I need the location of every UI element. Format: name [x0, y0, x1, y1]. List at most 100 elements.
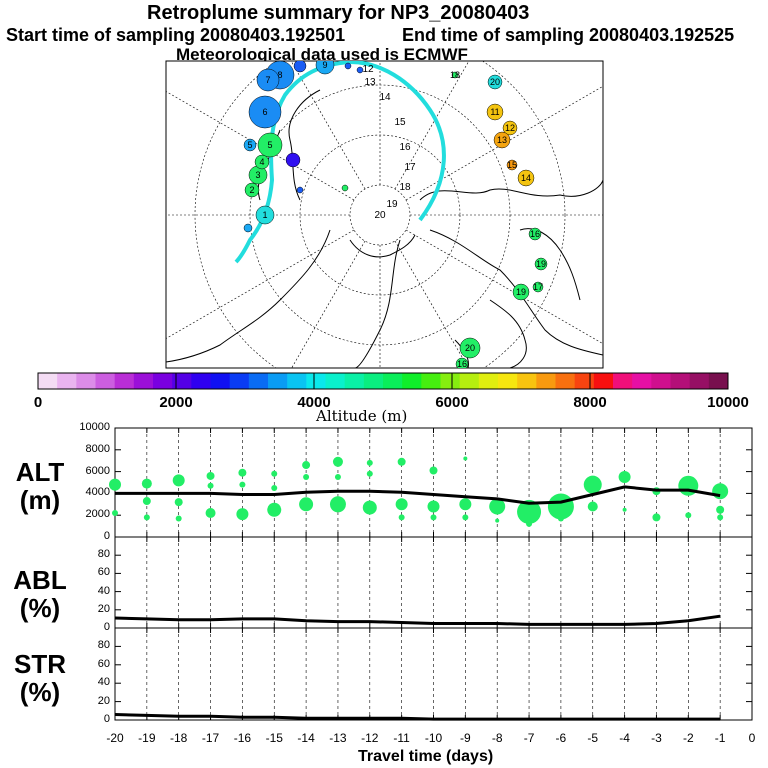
- trajectory-day-label: 17: [404, 162, 416, 173]
- altitude-bubble: [489, 498, 506, 515]
- altitude-bubble: [334, 474, 341, 481]
- x-tick-label: -13: [329, 731, 347, 745]
- colorbar-swatch: [498, 373, 518, 389]
- x-tick-label: -15: [265, 731, 283, 745]
- x-tick-label: -20: [106, 731, 124, 745]
- colorbar-swatch: [574, 373, 595, 389]
- altitude-bubble: [267, 502, 282, 517]
- altitude-colorbar: [37, 372, 729, 390]
- plume-day-label: 14: [521, 173, 531, 183]
- x-tick-label: -7: [523, 731, 535, 745]
- x-tick-label: -6: [555, 731, 567, 745]
- x-tick-label: -1: [714, 731, 726, 745]
- str-panel: [114, 627, 753, 721]
- altitude-bubble: [175, 515, 182, 522]
- altitude-bubble: [716, 505, 725, 514]
- fraction-line: [114, 614, 721, 626]
- altitude-bubble: [206, 471, 215, 480]
- altitude-bubble: [207, 482, 214, 489]
- altitude-bubble: [109, 478, 121, 491]
- altitude-bubble: [583, 475, 602, 494]
- altitude-bubble: [236, 508, 249, 521]
- trajectory-day-label: 18: [399, 182, 411, 193]
- plume-day-label: 5: [247, 140, 252, 150]
- plume-blob: [502, 120, 518, 136]
- y-tick-label: 60: [97, 566, 110, 579]
- meridian-line: [394, 61, 470, 190]
- trajectory-path: [234, 61, 446, 264]
- plume-blob: [356, 66, 364, 74]
- colorbar-swatch: [670, 373, 691, 389]
- x-tick-label: -14: [297, 731, 315, 745]
- meridian-line: [290, 61, 366, 190]
- y-tick-label: 8000: [85, 442, 110, 455]
- colorbar-swatch: [708, 373, 729, 389]
- y-tick-label: 20: [97, 602, 110, 615]
- plume-blob: [257, 132, 283, 158]
- colorbar-swatch: [325, 373, 346, 389]
- colorbar-swatch: [57, 373, 77, 389]
- y-tick-label: 40: [97, 584, 110, 597]
- altitude-bubble: [366, 459, 373, 466]
- plume-blob: [244, 182, 260, 198]
- altitude-bubble: [685, 512, 692, 519]
- str-ylabel: STR (%): [14, 649, 66, 707]
- colorbar-tick-label: 10000: [707, 394, 749, 411]
- y-tick-label: 80: [97, 639, 110, 652]
- plume-day-label: 1: [262, 210, 267, 220]
- colorbar-tick-label: 2000: [159, 394, 193, 411]
- meridian-line: [166, 91, 355, 201]
- altitude-bubble: [717, 514, 724, 521]
- colorbar-swatch: [536, 373, 556, 389]
- plume-day-label: 16: [530, 229, 540, 239]
- x-axis-label: Travel time (days): [358, 748, 494, 765]
- plume-blob: [254, 154, 270, 170]
- plume-blob: [255, 205, 275, 225]
- plume-day-label: 6: [262, 107, 267, 117]
- plume-day-label: 15: [507, 160, 517, 170]
- altitude-bubble: [332, 456, 343, 467]
- altitude-bubble: [712, 483, 729, 500]
- altitude-bubble: [459, 498, 472, 511]
- altitude-bubble: [557, 515, 564, 522]
- plume-blob: [315, 61, 335, 75]
- x-tick-label: -9: [460, 731, 471, 745]
- y-tick-label: 20: [97, 694, 110, 707]
- colorbar-swatch: [632, 373, 652, 389]
- y-tick-label: 0: [103, 713, 110, 725]
- latitude-circle: [194, 61, 566, 368]
- map-frame: [165, 60, 604, 369]
- plume-blob: [517, 169, 535, 187]
- colorbar-swatch: [287, 373, 307, 389]
- chart-title: Retroplume summary for NP3_20080403: [147, 2, 530, 24]
- coastline: [166, 229, 331, 363]
- colorbar-swatch: [478, 373, 499, 389]
- plume-blob: [455, 357, 469, 368]
- altitude-bubble: [141, 478, 152, 489]
- abl-ylabel: ABL (%): [13, 565, 67, 623]
- altitude-bubble: [271, 470, 278, 477]
- plume-blob: [534, 257, 548, 271]
- plume-day-label: 5: [267, 140, 272, 150]
- plume-blob: [528, 227, 542, 241]
- plume-day-label: 20: [490, 77, 500, 87]
- x-tick-label: -11: [393, 731, 410, 745]
- altitude-bubble: [429, 466, 438, 475]
- colorbar-swatch: [440, 373, 461, 389]
- plume-day-label: 12: [505, 123, 515, 133]
- plume-blob: [293, 61, 307, 73]
- altitude-bubble: [299, 497, 314, 512]
- altitude-bubble: [395, 498, 408, 511]
- coastline: [349, 234, 416, 258]
- plume-day-label: 18: [450, 70, 460, 80]
- altitude-bubble: [238, 468, 247, 477]
- trajectory-day-label: 15: [394, 117, 406, 128]
- end-time-label: End time of sampling 20080403.192525: [402, 25, 735, 45]
- colorbar-tick-label: 8000: [573, 394, 607, 411]
- meridian-line: [166, 229, 355, 339]
- altitude-bubble: [142, 497, 151, 506]
- colorbar-swatch: [344, 373, 365, 389]
- altitude-bubble: [463, 456, 468, 461]
- altitude-bubble: [174, 498, 183, 507]
